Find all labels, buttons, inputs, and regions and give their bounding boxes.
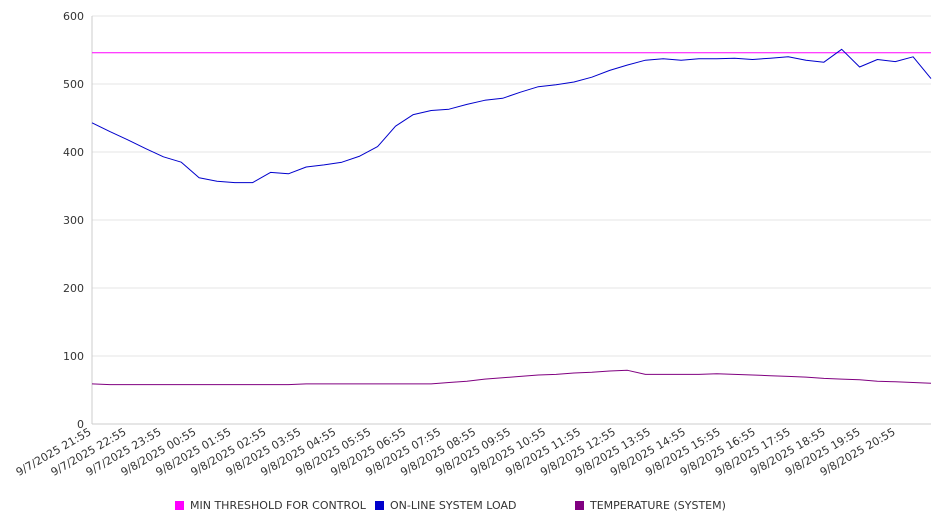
series-lines — [91, 48, 932, 386]
legend: MIN THRESHOLD FOR CONTROL ON-LINE SYSTEM… — [0, 499, 946, 515]
series-line-system-load — [91, 48, 932, 184]
legend-item-threshold[interactable]: MIN THRESHOLD FOR CONTROL — [175, 499, 366, 512]
legend-item-temperature[interactable]: TEMPERATURE (SYSTEM) — [575, 499, 726, 512]
y-tick-label: 600 — [63, 10, 84, 23]
x-axis-ticks: 9/7/2025 21:559/7/2025 22:559/7/2025 23:… — [14, 425, 898, 479]
y-tick-label: 300 — [63, 214, 84, 227]
y-tick-label: 0 — [77, 418, 84, 431]
legend-swatch-system-load — [375, 501, 384, 510]
legend-swatch-temperature — [575, 501, 584, 510]
legend-item-system-load[interactable]: ON-LINE SYSTEM LOAD — [375, 499, 516, 512]
y-tick-label: 500 — [63, 78, 84, 91]
legend-swatch-threshold — [175, 501, 184, 510]
legend-label-threshold: MIN THRESHOLD FOR CONTROL — [190, 499, 366, 512]
gridlines — [92, 15, 931, 357]
y-tick-label: 200 — [63, 282, 84, 295]
legend-label-system-load: ON-LINE SYSTEM LOAD — [390, 499, 517, 512]
legend-label-temperature: TEMPERATURE (SYSTEM) — [590, 499, 726, 512]
y-tick-label: 100 — [63, 350, 84, 363]
series-line-temperature — [91, 369, 932, 386]
y-tick-label: 400 — [63, 146, 84, 159]
axes — [91, 16, 931, 425]
y-axis-ticks: 0 100 200 300 400 500 600 — [63, 10, 84, 431]
